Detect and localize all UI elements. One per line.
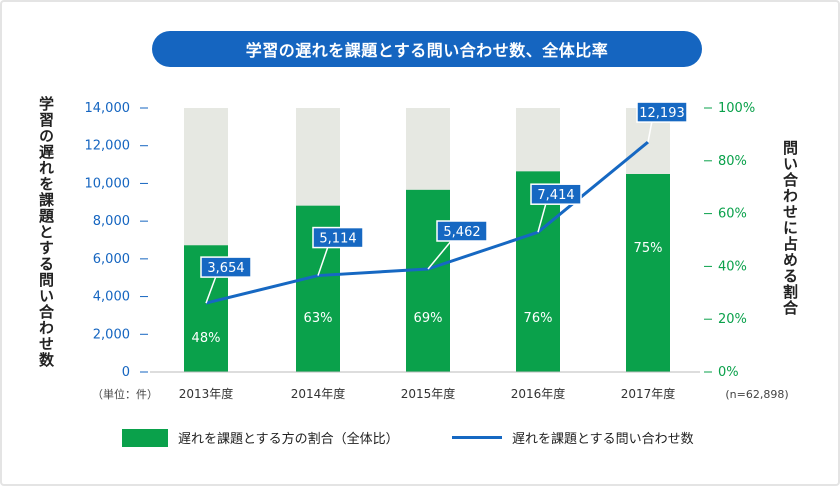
left-tick-label: 6,000: [93, 252, 130, 267]
n-note: (n=62,898): [725, 388, 788, 401]
callout-leader: [537, 202, 547, 233]
callout-leader: [205, 275, 217, 304]
x-tick-label: 2014年度: [291, 386, 346, 401]
bar-percent-label: 63%: [304, 311, 333, 326]
line-value-label: 7,414: [537, 188, 574, 203]
right-tick-label: 100%: [718, 101, 755, 116]
bars-layer: 48% 63% 69% 76% 75%: [184, 108, 670, 372]
axes-layer: 2013年度 2014年度 2015年度 2016年度 2017年度 0 2,000 4,00…: [85, 101, 756, 401]
x-tick-label: 2013年度: [179, 386, 234, 401]
legend-line: 遅れを課題とする問い合わせ数: [452, 428, 694, 447]
right-tick-label: 20%: [718, 312, 747, 327]
legend-bar-label: 遅れを課題とする方の割合（全体比）: [178, 432, 399, 447]
left-tick-label: 12,000: [85, 139, 131, 154]
callout-box: [436, 220, 488, 242]
legend-line-swatch: [452, 436, 502, 439]
left-tick-label: 10,000: [85, 176, 131, 191]
line-value-label: 5,462: [443, 225, 480, 240]
bar-percent-label: 75%: [634, 241, 663, 256]
callout-leader: [317, 246, 329, 276]
bar-percent-label: 48%: [192, 331, 221, 346]
x-tick-label: 2015年度: [401, 386, 456, 401]
line-value-label: 12,193: [639, 106, 685, 121]
left-tick-label: 8,000: [93, 214, 130, 229]
bar-percent-label: 69%: [414, 311, 443, 326]
right-tick-label: 60%: [718, 207, 747, 222]
line-value-label: 3,654: [207, 261, 244, 276]
bar: [406, 189, 450, 372]
right-tick-label: 80%: [718, 154, 747, 169]
right-tick-label: 0%: [718, 365, 739, 380]
labels-layer: 3,654 5,114 5,462 7,414 12,193: [200, 101, 688, 304]
legend-bar: 遅れを課題とする方の割合（全体比）: [122, 428, 399, 447]
unit-note: （単位：件）: [92, 387, 158, 401]
legend-bar-swatch: [122, 428, 168, 447]
callout-box: [530, 183, 582, 205]
callout-box: [636, 101, 688, 123]
callout-leader: [647, 120, 653, 143]
legend-line-label: 遅れを課題とする問い合わせ数: [512, 432, 694, 447]
bar-percent-label: 76%: [524, 311, 553, 326]
callout-leader: [427, 239, 453, 270]
x-tick-label: 2017年度: [621, 386, 676, 401]
bar: [626, 174, 670, 372]
callout-box: [312, 226, 364, 249]
left-tick-label: 2,000: [93, 327, 130, 342]
left-tick-label: 0: [122, 365, 130, 380]
x-tick-label: 2016年度: [511, 386, 566, 401]
callout-box: [200, 256, 252, 278]
right-tick-label: 40%: [718, 259, 747, 274]
line-value-label: 5,114: [319, 232, 356, 247]
left-tick-label: 14,000: [85, 101, 131, 116]
right-axis-label: 問い合わせに占める割合: [781, 140, 799, 316]
chart-title: 学習の遅れを課題とする問い合わせ数、全体比率: [152, 31, 702, 67]
left-axis-label: 学習の遅れを課題とする問い合わせ数: [37, 96, 55, 368]
left-tick-label: 4,000: [93, 290, 130, 305]
